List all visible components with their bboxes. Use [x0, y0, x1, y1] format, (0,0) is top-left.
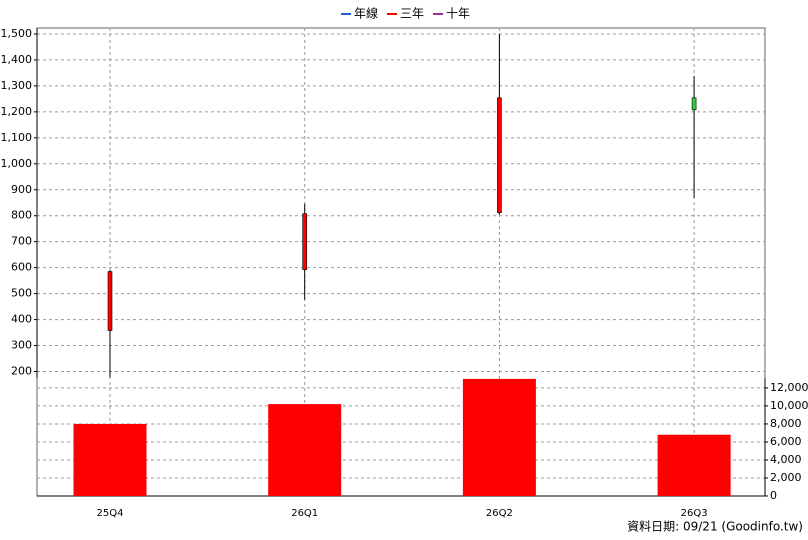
- volume-bar: [73, 423, 147, 496]
- x-tick-label: 26Q2: [486, 508, 513, 519]
- y-tick-label: 600: [11, 261, 32, 274]
- candle-body: [691, 97, 697, 111]
- y-tick-label: 200: [11, 365, 32, 378]
- y-tick-label: 1,400: [1, 53, 33, 66]
- y2-tick-label: 6,000: [770, 435, 802, 448]
- candle-body: [497, 97, 502, 213]
- legend-label: 三年: [400, 7, 424, 21]
- y-tick-label: 700: [11, 235, 32, 248]
- candle-body: [302, 213, 308, 271]
- y2-tick-label: 2,000: [770, 471, 802, 484]
- x-tick-label: 26Q1: [291, 508, 318, 519]
- y-tick-label: 1,000: [1, 157, 33, 170]
- y-tick-label: 300: [11, 339, 32, 352]
- y-tick-label: 1,200: [1, 105, 33, 118]
- y2-tick-label: 8,000: [770, 417, 802, 430]
- volume-bar: [462, 378, 536, 496]
- y2-tick-label: 12,000: [770, 381, 808, 394]
- y-tick-label: 400: [11, 313, 32, 326]
- y-tick-label: 1,100: [1, 131, 33, 144]
- y2-tick-label: 10,000: [770, 399, 808, 412]
- candle-body: [107, 271, 113, 331]
- x-tick-label: 25Q4: [97, 508, 124, 519]
- y-tick-label: 1,300: [1, 79, 33, 92]
- x-tick-label: 26Q3: [681, 508, 708, 519]
- legend-label: 年線: [354, 6, 378, 21]
- volume-bar: [657, 434, 731, 496]
- y-tick-label: 900: [11, 183, 32, 196]
- y2-tick-label: 4,000: [770, 453, 802, 466]
- y2-tick-label: 0: [770, 489, 777, 502]
- volume-bar: [268, 404, 342, 496]
- footer: 資料日期: 09/21 (Goodinfo.tw): [627, 520, 803, 534]
- y-tick-label: 1,500: [1, 27, 33, 40]
- legend-label: 十年: [446, 7, 470, 21]
- y-tick-label: 800: [11, 209, 32, 222]
- y-tick-label: 500: [11, 287, 32, 300]
